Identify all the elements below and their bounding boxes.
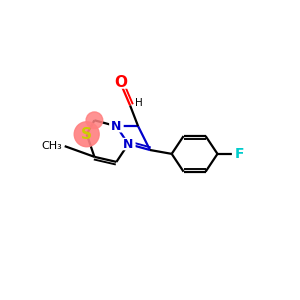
Text: H: H	[135, 98, 143, 108]
Text: S: S	[81, 127, 92, 142]
Text: N: N	[111, 120, 122, 133]
FancyBboxPatch shape	[109, 120, 124, 133]
FancyBboxPatch shape	[232, 148, 246, 160]
FancyBboxPatch shape	[113, 76, 127, 89]
Text: CH₃: CH₃	[41, 141, 62, 151]
Text: F: F	[234, 147, 244, 161]
Circle shape	[86, 112, 103, 129]
Text: N: N	[123, 138, 134, 151]
FancyBboxPatch shape	[121, 138, 136, 150]
Circle shape	[74, 122, 99, 147]
Text: O: O	[114, 75, 127, 90]
